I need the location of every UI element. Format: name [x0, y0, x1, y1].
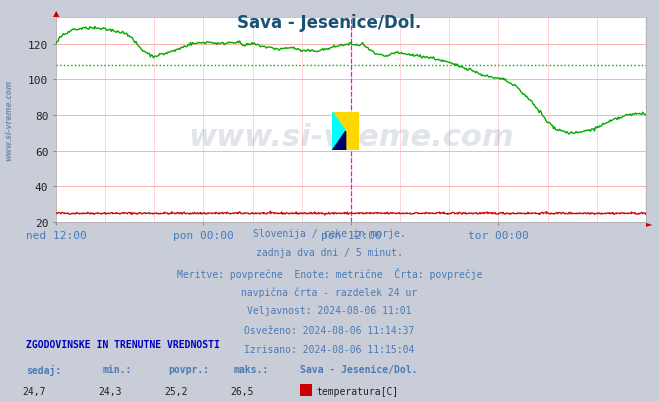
- Text: www.si-vreme.com: www.si-vreme.com: [188, 122, 514, 151]
- Text: Sava - Jesenice/Dol.: Sava - Jesenice/Dol.: [300, 364, 417, 374]
- Text: ►: ►: [646, 218, 652, 227]
- Text: Veljavnost: 2024-08-06 11:01: Veljavnost: 2024-08-06 11:01: [247, 306, 412, 316]
- Text: navpična črta - razdelek 24 ur: navpična črta - razdelek 24 ur: [241, 286, 418, 297]
- Polygon shape: [332, 132, 345, 151]
- Text: www.si-vreme.com: www.si-vreme.com: [4, 80, 13, 161]
- Text: Slovenija / reke in morje.: Slovenija / reke in morje.: [253, 229, 406, 239]
- Text: maks.:: maks.:: [234, 364, 269, 374]
- Polygon shape: [332, 113, 345, 151]
- Text: 24,7: 24,7: [22, 386, 46, 396]
- Text: sedaj:: sedaj:: [26, 364, 61, 375]
- Text: Meritve: povprečne  Enote: metrične  Črta: povprečje: Meritve: povprečne Enote: metrične Črta:…: [177, 267, 482, 279]
- Text: 26,5: 26,5: [230, 386, 254, 396]
- Text: zadnja dva dni / 5 minut.: zadnja dva dni / 5 minut.: [256, 248, 403, 258]
- Text: ZGODOVINSKE IN TRENUTNE VREDNOSTI: ZGODOVINSKE IN TRENUTNE VREDNOSTI: [26, 339, 220, 349]
- Text: min.:: min.:: [102, 364, 132, 374]
- Text: Sava - Jesenice/Dol.: Sava - Jesenice/Dol.: [237, 14, 422, 32]
- Text: ▲: ▲: [53, 9, 59, 18]
- Text: Osveženo: 2024-08-06 11:14:37: Osveženo: 2024-08-06 11:14:37: [244, 325, 415, 335]
- Text: Izrisano: 2024-08-06 11:15:04: Izrisano: 2024-08-06 11:15:04: [244, 344, 415, 354]
- Text: 25,2: 25,2: [164, 386, 188, 396]
- Text: povpr.:: povpr.:: [168, 364, 209, 374]
- Text: 24,3: 24,3: [98, 386, 122, 396]
- Text: temperatura[C]: temperatura[C]: [316, 386, 399, 396]
